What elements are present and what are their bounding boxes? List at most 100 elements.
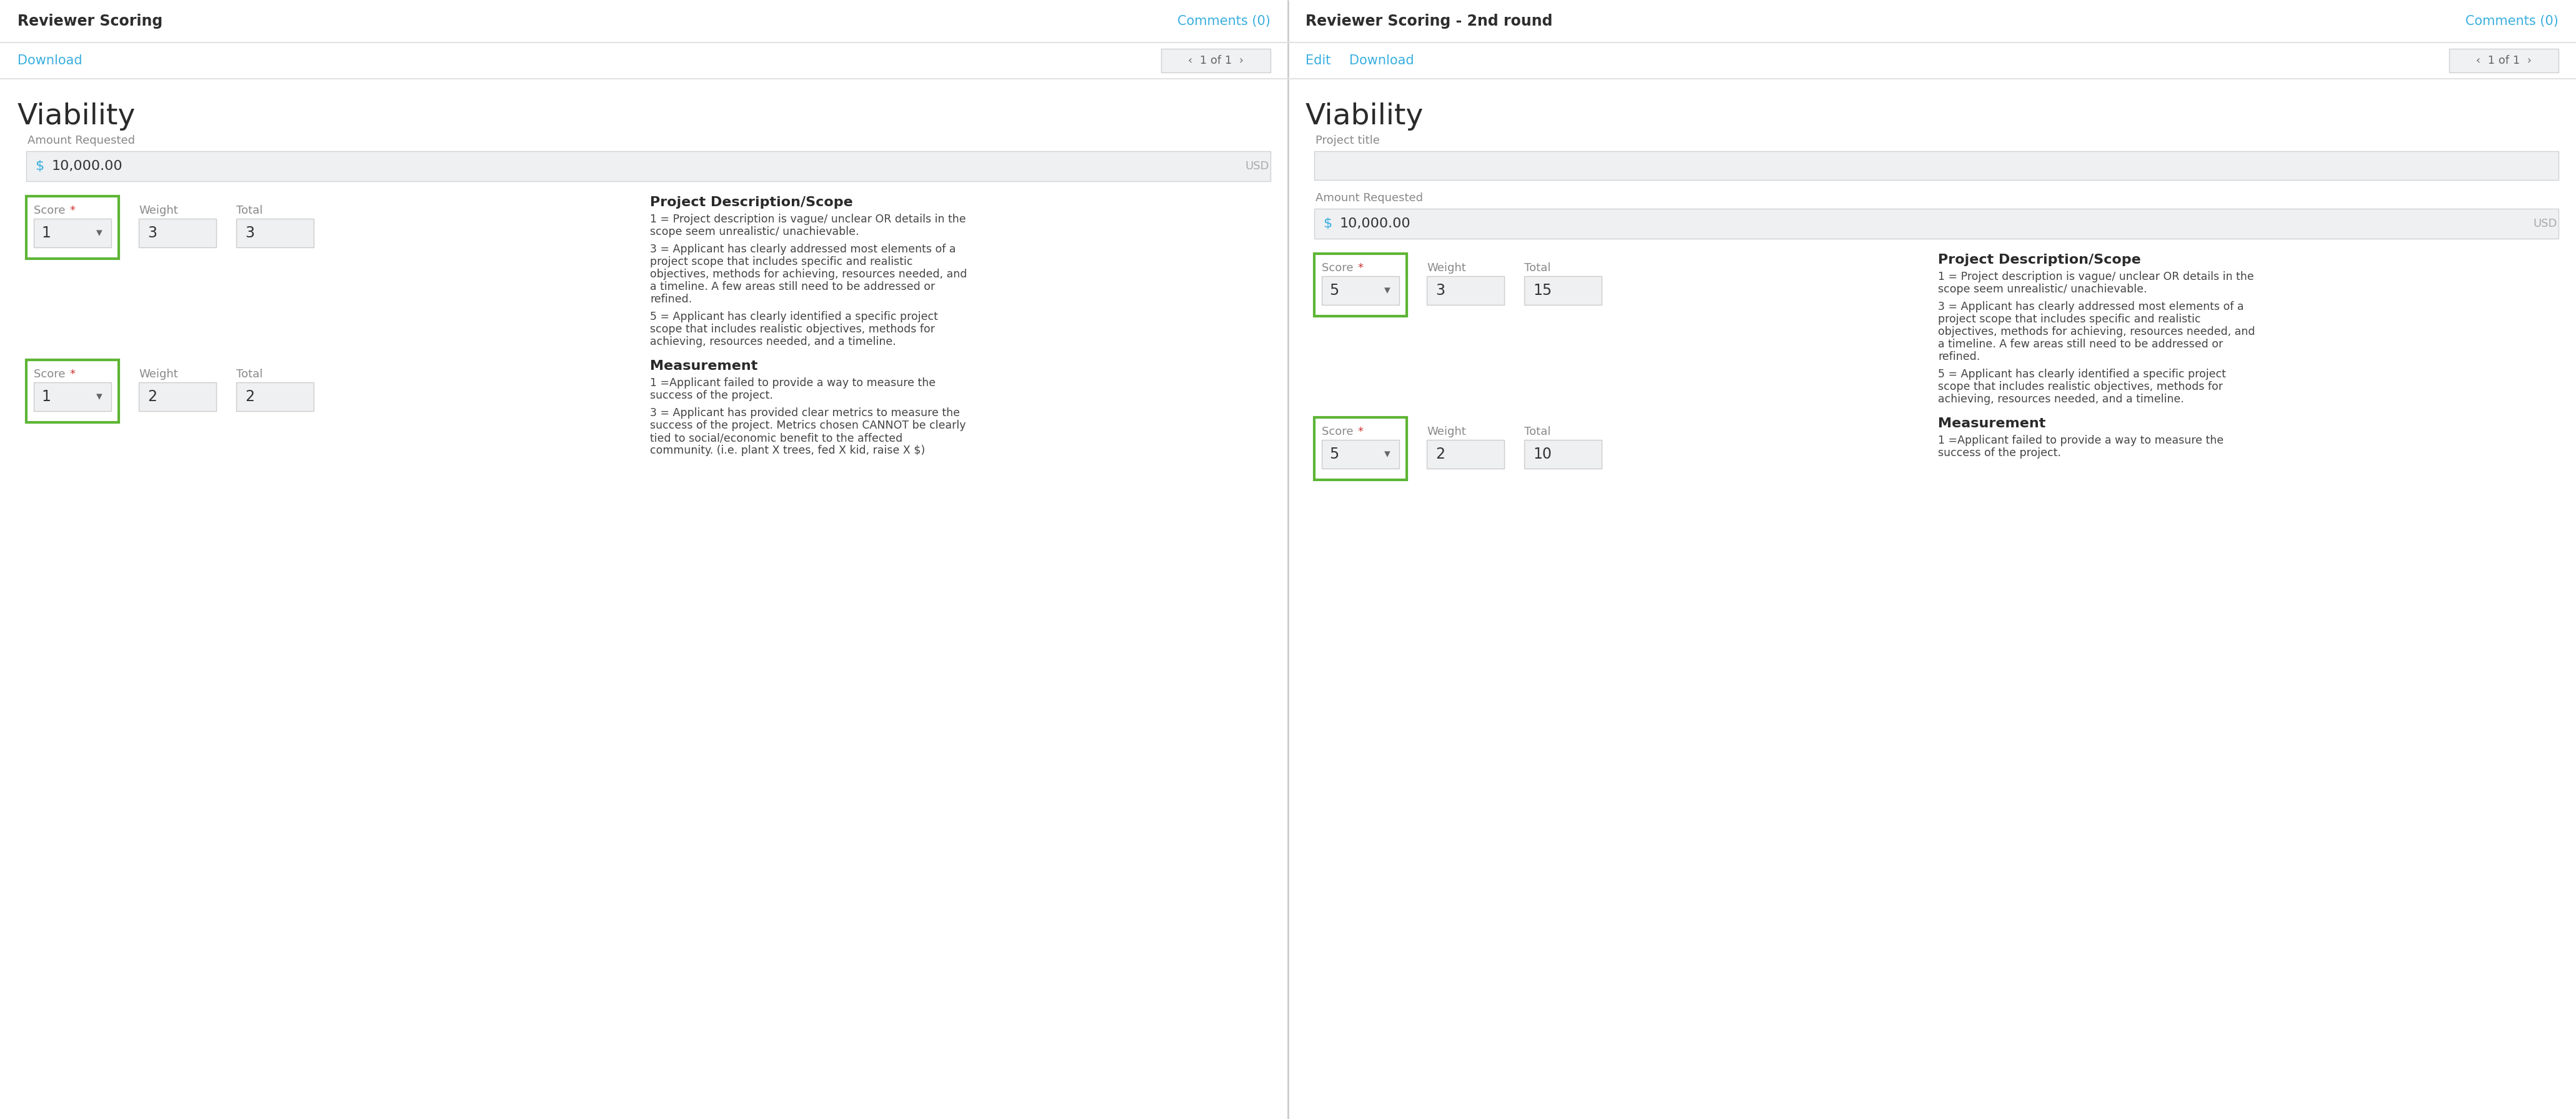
Text: Total: Total xyxy=(1525,263,1551,274)
Text: 3: 3 xyxy=(245,226,255,241)
Text: scope that includes realistic objectives, methods for: scope that includes realistic objectives… xyxy=(1937,382,2223,393)
Text: Amount Requested: Amount Requested xyxy=(1316,192,1422,204)
Text: Score: Score xyxy=(33,205,70,216)
Text: Total: Total xyxy=(237,205,263,216)
Text: ▾: ▾ xyxy=(95,391,103,403)
Text: refined.: refined. xyxy=(1937,351,1981,363)
Text: Project title: Project title xyxy=(1316,135,1381,147)
Text: 2: 2 xyxy=(147,389,157,404)
Text: 5 = Applicant has clearly identified a specific project: 5 = Applicant has clearly identified a s… xyxy=(649,311,938,322)
Text: Comments (0): Comments (0) xyxy=(2465,15,2558,28)
Text: scope seem unrealistic/ unachievable.: scope seem unrealistic/ unachievable. xyxy=(1937,283,2146,295)
Text: 2: 2 xyxy=(1435,446,1445,462)
Text: 3 = Applicant has provided clear metrics to measure the: 3 = Applicant has provided clear metrics… xyxy=(649,407,961,419)
Text: achieving, resources needed, and a timeline.: achieving, resources needed, and a timel… xyxy=(649,336,896,347)
Text: 5: 5 xyxy=(1329,446,1340,462)
Text: objectives, methods for achieving, resources needed, and: objectives, methods for achieving, resou… xyxy=(1937,326,2254,338)
Text: 1: 1 xyxy=(41,389,52,404)
Text: 5 = Applicant has clearly identified a specific project: 5 = Applicant has clearly identified a s… xyxy=(1937,368,2226,379)
Text: scope that includes realistic objectives, methods for: scope that includes realistic objectives… xyxy=(649,323,935,335)
Text: Score: Score xyxy=(33,368,70,379)
Text: Weight: Weight xyxy=(1427,263,1466,274)
Text: 1 =Applicant failed to provide a way to measure the: 1 =Applicant failed to provide a way to … xyxy=(1937,435,2223,446)
Bar xyxy=(139,218,216,247)
Text: tied to social/economic benefit to the affected: tied to social/economic benefit to the a… xyxy=(649,432,902,443)
Text: Reviewer Scoring - 2nd round: Reviewer Scoring - 2nd round xyxy=(1306,13,1553,29)
Text: 1: 1 xyxy=(41,226,52,241)
Text: Weight: Weight xyxy=(139,368,178,379)
Text: Comments (0): Comments (0) xyxy=(1177,15,1270,28)
Text: ▾: ▾ xyxy=(1383,284,1391,297)
Text: community. (i.e. plant X trees, fed X kid, raise X $): community. (i.e. plant X trees, fed X ki… xyxy=(649,445,925,457)
Text: a timeline. A few areas still need to be addressed or: a timeline. A few areas still need to be… xyxy=(649,281,935,292)
Text: Weight: Weight xyxy=(1427,426,1466,438)
Text: *: * xyxy=(1358,426,1363,438)
Text: achieving, resources needed, and a timeline.: achieving, resources needed, and a timel… xyxy=(1937,394,2184,405)
Bar xyxy=(33,383,111,411)
Bar xyxy=(1288,43,2576,78)
Text: Download: Download xyxy=(18,55,82,67)
Bar xyxy=(237,218,314,247)
Bar xyxy=(1321,276,1399,304)
Text: *: * xyxy=(70,368,75,379)
Text: success of the project. Metrics chosen CANNOT be clearly: success of the project. Metrics chosen C… xyxy=(649,420,966,431)
Bar xyxy=(26,360,118,422)
Text: ‹  1 of 1  ›: ‹ 1 of 1 › xyxy=(1188,55,1244,66)
Text: ▾: ▾ xyxy=(95,227,103,239)
Text: a timeline. A few areas still need to be addressed or: a timeline. A few areas still need to be… xyxy=(1937,339,2223,350)
Bar xyxy=(1314,254,1406,317)
Text: 3 = Applicant has clearly addressed most elements of a: 3 = Applicant has clearly addressed most… xyxy=(649,244,956,255)
Text: 1 =Applicant failed to provide a way to measure the: 1 =Applicant failed to provide a way to … xyxy=(649,377,935,388)
Text: Total: Total xyxy=(1525,426,1551,438)
Bar xyxy=(26,151,1270,181)
Text: Viability: Viability xyxy=(1306,103,1425,131)
Bar xyxy=(1314,417,1406,480)
Text: 1 = Project description is vague/ unclear OR details in the: 1 = Project description is vague/ unclea… xyxy=(649,214,966,225)
Bar xyxy=(1427,276,1504,304)
Text: Download: Download xyxy=(1350,55,1414,67)
Bar xyxy=(1314,208,2558,238)
Text: ▾: ▾ xyxy=(1383,449,1391,460)
Text: Viability: Viability xyxy=(18,103,137,131)
Text: Project Description/Scope: Project Description/Scope xyxy=(649,196,853,208)
Text: USD: USD xyxy=(1244,160,1270,172)
Text: Score: Score xyxy=(1321,263,1358,274)
Text: 10,000.00: 10,000.00 xyxy=(1340,217,1412,229)
Text: Total: Total xyxy=(237,368,263,379)
Text: Measurement: Measurement xyxy=(649,360,757,373)
Text: $: $ xyxy=(36,160,44,172)
Text: objectives, methods for achieving, resources needed, and: objectives, methods for achieving, resou… xyxy=(649,269,966,280)
Text: Score: Score xyxy=(1321,426,1358,438)
Text: ‹  1 of 1  ›: ‹ 1 of 1 › xyxy=(2476,55,2532,66)
Text: $: $ xyxy=(1324,217,1332,229)
Bar xyxy=(1321,440,1399,469)
Text: USD: USD xyxy=(2532,218,2558,229)
Bar xyxy=(2450,49,2558,73)
Text: *: * xyxy=(1358,263,1363,274)
Bar xyxy=(1314,151,2558,180)
Text: 5: 5 xyxy=(1329,283,1340,298)
Text: Reviewer Scoring: Reviewer Scoring xyxy=(18,13,162,29)
Bar xyxy=(33,218,111,247)
Bar xyxy=(26,196,118,258)
Text: Amount Requested: Amount Requested xyxy=(28,135,134,147)
Bar xyxy=(0,43,1288,78)
Text: 3 = Applicant has clearly addressed most elements of a: 3 = Applicant has clearly addressed most… xyxy=(1937,301,2244,312)
Bar xyxy=(1162,49,1270,73)
Text: 3: 3 xyxy=(1435,283,1445,298)
Bar xyxy=(237,383,314,411)
Text: refined.: refined. xyxy=(649,293,693,304)
Text: 1 = Project description is vague/ unclear OR details in the: 1 = Project description is vague/ unclea… xyxy=(1937,271,2254,282)
Text: project scope that includes specific and realistic: project scope that includes specific and… xyxy=(1937,313,2200,325)
Bar xyxy=(0,0,1288,43)
Text: Edit: Edit xyxy=(1306,55,1332,67)
Text: *: * xyxy=(70,205,75,216)
Text: Project Description/Scope: Project Description/Scope xyxy=(1937,254,2141,266)
Text: 3: 3 xyxy=(147,226,157,241)
Text: Weight: Weight xyxy=(139,205,178,216)
Text: scope seem unrealistic/ unachievable.: scope seem unrealistic/ unachievable. xyxy=(649,226,858,237)
Bar xyxy=(1525,440,1602,469)
Bar xyxy=(1288,0,2576,43)
Text: success of the project.: success of the project. xyxy=(649,389,773,401)
Text: 15: 15 xyxy=(1533,283,1551,298)
